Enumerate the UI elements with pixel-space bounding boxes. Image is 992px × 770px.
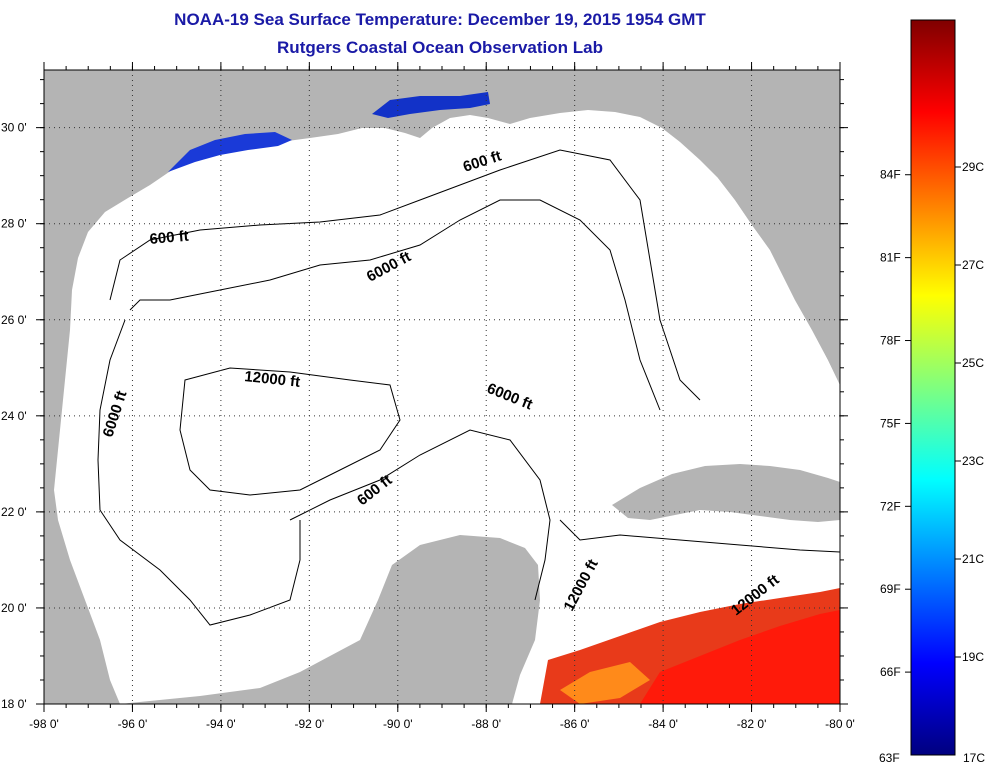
colorbar-min-f-label: 63F bbox=[879, 751, 900, 765]
lon-tick-label: -98 0' bbox=[29, 717, 59, 731]
sst-cold-patch-louisiana bbox=[372, 92, 490, 118]
contour-label: 600 ft bbox=[149, 228, 190, 248]
contour-12000ft bbox=[179, 367, 401, 496]
lat-tick-label: 28 0' bbox=[1, 217, 27, 231]
lon-tick-label: -80 0' bbox=[825, 717, 855, 731]
axis-tick-labels: -98 0' -96 0' -94 0' -92 0' -90 0' -88 0' -86 … bbox=[1, 121, 855, 731]
colorbar-f-label: 66F bbox=[880, 665, 901, 679]
contour-6000ft-west bbox=[97, 319, 301, 626]
contour-label: 12000 ft bbox=[244, 368, 301, 391]
lon-tick-label: -88 0' bbox=[471, 717, 501, 731]
map-subtitle: Rutgers Coastal Ocean Observation Lab bbox=[277, 38, 603, 57]
contour-12000ft-caribbean bbox=[559, 519, 840, 553]
contour-600ft-south bbox=[289, 429, 551, 601]
land-cuba bbox=[612, 464, 840, 522]
lat-tick-label: 24 0' bbox=[1, 409, 27, 423]
lon-tick-label: -96 0' bbox=[118, 717, 148, 731]
lat-tick-label: 26 0' bbox=[1, 313, 27, 327]
colorbar-f-label: 84F bbox=[880, 168, 901, 182]
colorbar-f-label: 75F bbox=[880, 416, 901, 430]
lat-tick-label: 18 0' bbox=[1, 697, 27, 711]
lon-tick-label: -90 0' bbox=[383, 717, 413, 731]
colorbar-f-label: 69F bbox=[880, 582, 901, 596]
lat-tick-label: 22 0' bbox=[1, 505, 27, 519]
lon-tick-label: -84 0' bbox=[648, 717, 678, 731]
sst-cold-patch-texas bbox=[168, 132, 292, 172]
colorbar-c-label: 27C bbox=[962, 258, 984, 272]
land-florida bbox=[718, 70, 840, 385]
colorbar-gradient bbox=[910, 19, 956, 756]
land-yucatan bbox=[120, 535, 540, 704]
colorbar-c-label: 19C bbox=[962, 650, 984, 664]
map-title: NOAA-19 Sea Surface Temperature: Decembe… bbox=[174, 10, 706, 29]
lon-tick-label: -94 0' bbox=[206, 717, 236, 731]
colorbar-f-label: 81F bbox=[880, 251, 901, 265]
colorbar-c-label: 29C bbox=[962, 160, 984, 174]
colorbar-min-c-label: 17C bbox=[963, 751, 985, 765]
lon-tick-label: -86 0' bbox=[560, 717, 590, 731]
lat-tick-label: 20 0' bbox=[1, 601, 27, 615]
colorbar-f-label: 78F bbox=[880, 334, 901, 348]
sst-orange-patch bbox=[560, 662, 650, 704]
lon-tick-label: -82 0' bbox=[737, 717, 767, 731]
colorbar-ticks: 84F 81F 78F 75F 72F 69F 66F 29C 27C 25C 23C 21C 19C bbox=[880, 160, 984, 679]
sst-warm-core bbox=[640, 610, 840, 704]
colorbar-f-label: 72F bbox=[880, 499, 901, 513]
lat-tick-label: 30 0' bbox=[1, 121, 27, 135]
colorbar-c-label: 21C bbox=[962, 552, 984, 566]
colorbar-c-label: 23C bbox=[962, 454, 984, 468]
colorbar-c-label: 25C bbox=[962, 356, 984, 370]
contour-600ft bbox=[109, 149, 701, 401]
contour-6000ft bbox=[129, 199, 661, 411]
lon-tick-label: -92 0' bbox=[295, 717, 325, 731]
axis-ticks bbox=[36, 62, 848, 712]
